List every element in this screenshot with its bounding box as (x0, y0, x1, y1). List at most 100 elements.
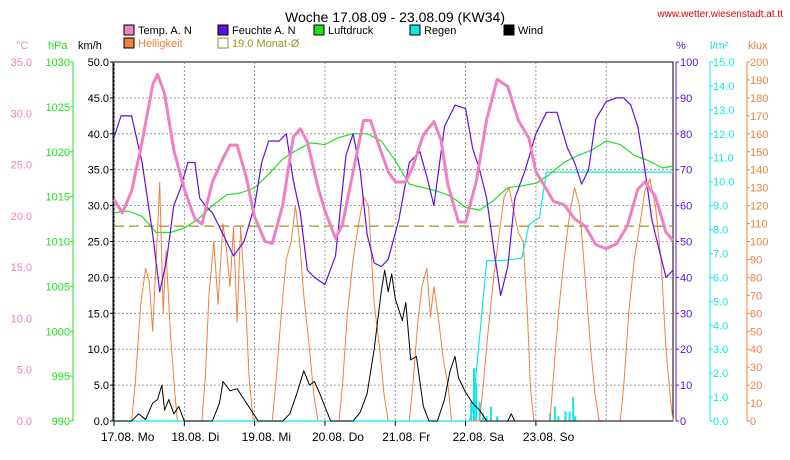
axis-unit-label: l/m² (710, 40, 729, 52)
axis-unit-label: klux (748, 40, 768, 52)
pressure-tick-label: 1025 (46, 102, 70, 114)
rain-tick-label: 0.0 (713, 416, 728, 428)
rain-tick-label: 7.0 (713, 248, 728, 260)
light-tick-label: 90 (750, 254, 762, 266)
humidity-tick-label: 70 (680, 165, 692, 177)
light-tick-label: 40 (750, 344, 762, 356)
light-tick-label: 160 (750, 129, 768, 141)
light-tick-label: 50 (750, 326, 762, 338)
temp-tick-label: 0.0 (17, 416, 32, 428)
rain-tick-label: 10.0 (713, 177, 734, 189)
rain-tick-label: 1.0 (713, 392, 728, 404)
wind-tick-label: 10.0 (88, 344, 109, 356)
series-feuchte-a-n (113, 97, 674, 296)
pressure-tick-label: 1000 (46, 326, 70, 338)
temp-tick-label: 20.0 (11, 211, 32, 223)
wind-tick-label: 40.0 (88, 129, 109, 141)
rain-tick-label: 11.0 (713, 153, 734, 165)
light-tick-label: 180 (750, 93, 768, 105)
humidity-tick-label: 50 (680, 237, 692, 249)
wind-tick-label: 50.0 (88, 57, 109, 69)
x-tick-label: 22.08. Sa (453, 430, 505, 444)
x-tick-label: 23.08. So (523, 430, 575, 444)
light-tick-label: 130 (750, 183, 768, 195)
wind-tick-label: 20.0 (88, 272, 109, 284)
website-link[interactable]: www.wetter.wiesenstadt.at.tt (656, 9, 783, 20)
light-tick-label: 150 (750, 147, 768, 159)
light-tick-label: 110 (750, 219, 768, 231)
rain-tick-label: 6.0 (713, 272, 728, 284)
rain-tick-label: 15.0 (713, 57, 734, 69)
humidity-tick-label: 30 (680, 308, 692, 320)
x-tick-label: 19.08. Mi (242, 430, 291, 444)
rain-tick-label: 4.0 (713, 320, 728, 332)
light-tick-label: 30 (750, 362, 762, 374)
x-tick-label: 21.08. Fr (382, 430, 430, 444)
temp-tick-label: 30.0 (11, 108, 32, 120)
humidity-tick-label: 20 (680, 344, 692, 356)
wind-tick-label: 0.0 (94, 416, 109, 428)
pressure-tick-label: 995 (52, 371, 70, 383)
series-helligkeit (114, 178, 674, 422)
light-tick-label: 0 (750, 416, 756, 428)
temp-tick-label: 5.0 (17, 365, 32, 377)
legend-label: 19.0 Monat-Ø (232, 38, 300, 50)
rain-tick-label: 14.0 (713, 81, 734, 93)
series-wind (114, 269, 673, 422)
humidity-tick-label: 0 (680, 416, 686, 428)
axis-unit-label: °C (16, 40, 28, 52)
legend-label: Temp. A. N (138, 25, 192, 37)
rain-tick-label: 12.0 (713, 129, 734, 141)
temp-tick-label: 25.0 (11, 160, 32, 172)
light-tick-label: 70 (750, 290, 762, 302)
humidity-tick-label: 10 (680, 380, 692, 392)
light-tick-label: 80 (750, 272, 762, 284)
series-layer (112, 72, 675, 422)
temp-tick-label: 15.0 (11, 262, 32, 274)
axis-unit-label: hPa (48, 40, 68, 52)
humidity-tick-label: 90 (680, 93, 692, 105)
pressure-tick-label: 1010 (46, 237, 70, 249)
legend-swatch (409, 24, 421, 36)
x-axis-labels: 17.08. Mo 18.08. Di 19.08. Mi 20.08. Do 21.0… (101, 421, 575, 444)
legend-swatch (123, 37, 135, 49)
humidity-tick-label: 100 (680, 57, 698, 69)
legend-label: Wind (518, 25, 543, 37)
light-tick-label: 120 (750, 201, 768, 213)
legend-swatch (217, 24, 229, 36)
legend-swatch (123, 24, 135, 36)
series-regen (114, 171, 673, 422)
wind-tick-label: 5.0 (94, 380, 109, 392)
temp-tick-label: 10.0 (11, 313, 32, 325)
pressure-tick-label: 1015 (46, 192, 70, 204)
legend-label: Helligkeit (138, 38, 183, 50)
humidity-tick-label: 60 (680, 201, 692, 213)
wind-tick-label: 30.0 (88, 201, 109, 213)
legend-swatch (503, 24, 515, 36)
axes: 0.05.010.015.020.025.030.035.09909951000… (11, 57, 769, 428)
light-tick-label: 140 (750, 165, 768, 177)
pressure-tick-label: 990 (52, 416, 70, 428)
temp-tick-label: 35.0 (11, 57, 32, 69)
wind-tick-label: 45.0 (88, 93, 109, 105)
wind-tick-label: 35.0 (88, 165, 109, 177)
pressure-tick-label: 1005 (46, 281, 70, 293)
chart-title: Woche 17.08.09 - 23.08.09 (KW34) (285, 9, 505, 25)
series-luftdruck (113, 133, 674, 234)
rain-tick-label: 13.0 (713, 105, 734, 117)
axis-units: °C hPa km/h% l/m² klux (16, 40, 768, 52)
pressure-tick-label: 1030 (46, 57, 70, 69)
rain-tick-label: 8.0 (713, 225, 728, 237)
light-tick-label: 190 (750, 75, 768, 87)
header: Woche 17.08.09 - 23.08.09 (KW34) www.wet… (285, 9, 783, 25)
series-temp-a-n (112, 72, 675, 251)
legend-swatch (217, 37, 229, 49)
x-tick-label: 20.08. Do (312, 430, 364, 444)
axis-unit-label: km/h (78, 40, 102, 52)
rain-tick-label: 3.0 (713, 344, 728, 356)
legend-swatch (313, 24, 325, 36)
legend-label: Regen (424, 25, 456, 37)
legend: Temp. A. N Feuchte A. N Luftdruck Regen Wind… (123, 24, 543, 50)
legend-label: Luftdruck (328, 25, 374, 37)
